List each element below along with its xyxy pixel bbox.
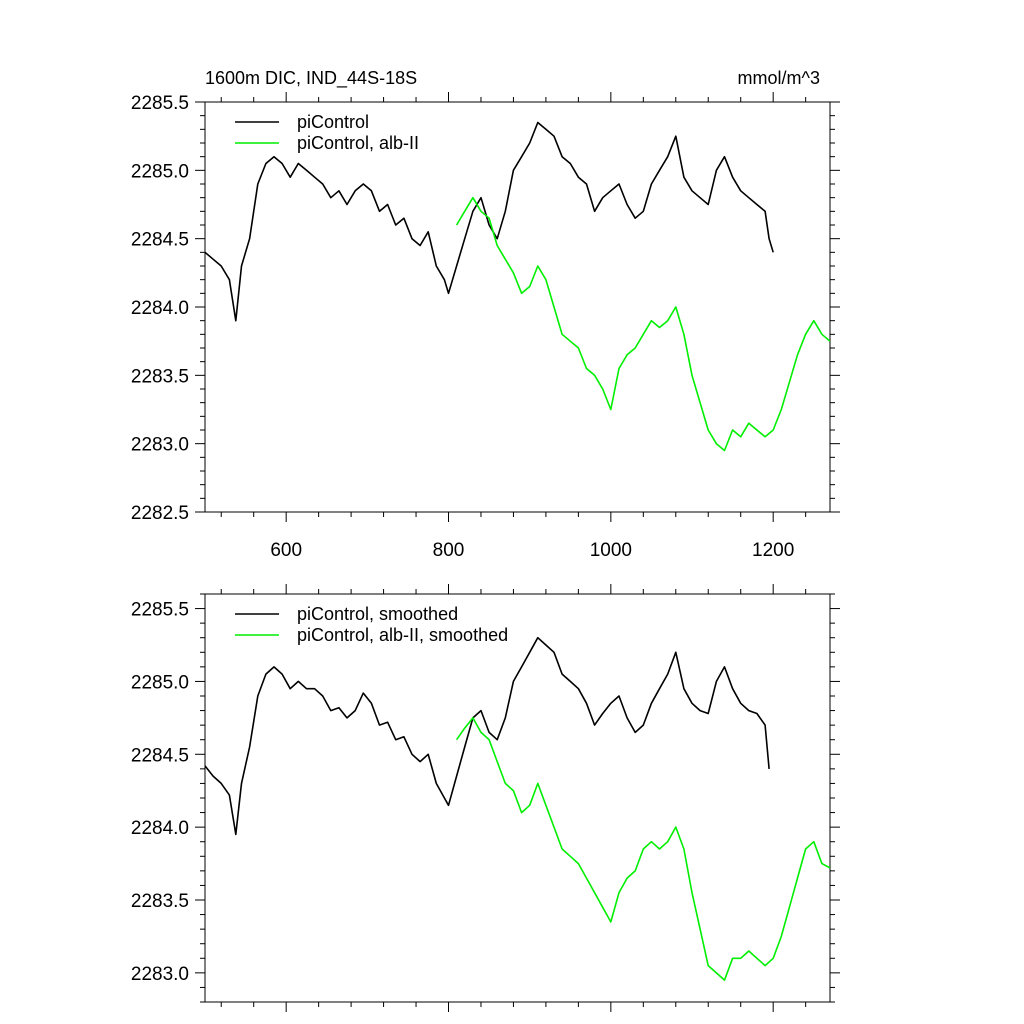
y-tick-label: 2285.5 <box>131 93 189 114</box>
y-tick-label: 2283.0 <box>131 964 189 985</box>
y-tick-label: 2284.5 <box>131 230 189 251</box>
plot-frame <box>204 593 831 1003</box>
y-tick-label: 2284.5 <box>131 745 189 766</box>
bottom-chart-panel: 2283.0 2283.5 2284.0 2284.5 2285.0 2285.5 piCo… <box>131 584 840 1012</box>
x-tick-label: 600 <box>270 540 302 561</box>
legend-label: piControl <box>297 112 369 132</box>
x-tick-label: 800 <box>433 540 465 561</box>
y-tick-label: 2285.0 <box>131 161 189 182</box>
y-tick-label: 2284.0 <box>131 818 189 839</box>
series-line-picontrol <box>205 121 774 322</box>
x-tick-label: 1000 <box>590 540 632 561</box>
y-tick-label: 2283.5 <box>131 891 189 912</box>
x-tick-label: 1200 <box>752 540 794 561</box>
y-tick-label: 2285.0 <box>131 672 189 693</box>
units-label: mmol/m^3 <box>738 68 820 88</box>
y-tick-label: 2283.0 <box>131 435 189 456</box>
legend-label: piControl, alb-II, smoothed <box>297 625 508 645</box>
legend-label: piControl, alb-II <box>297 133 419 153</box>
chart-title: 1600m DIC, IND_44S-18S <box>205 68 417 89</box>
series-line-alb-ii <box>455 196 830 452</box>
series-line-alb-ii <box>455 717 830 981</box>
y-tick-label: 2285.5 <box>131 600 189 621</box>
top-chart-panel: 1600m DIC, IND_44S-18S mmol/m^3 2282.5 2283… <box>131 68 840 561</box>
y-tick-label: 2284.0 <box>131 298 189 319</box>
series-line-picontrol <box>205 636 770 836</box>
y-tick-label: 2283.5 <box>131 366 189 387</box>
y-tick-label: 2282.5 <box>131 503 189 524</box>
legend-label: piControl, smoothed <box>297 604 458 624</box>
